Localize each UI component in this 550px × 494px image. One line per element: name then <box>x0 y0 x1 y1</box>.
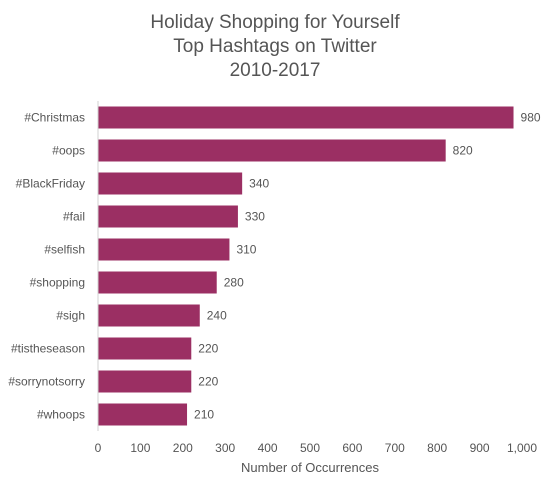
chart-title-line-2: Top Hashtags on Twitter <box>173 36 377 57</box>
x-tick-label: 500 <box>300 441 320 455</box>
bar-value-label: 210 <box>194 408 214 422</box>
x-tick-label: 0 <box>95 441 102 455</box>
bar <box>98 205 238 228</box>
bar <box>98 337 192 360</box>
bar <box>98 370 192 393</box>
bar <box>98 106 514 129</box>
bar <box>98 304 200 327</box>
bar-value-label: 220 <box>198 342 218 356</box>
bar <box>98 403 188 426</box>
x-tick-label: 600 <box>342 441 362 455</box>
bar <box>98 271 217 294</box>
bar-value-label: 240 <box>207 309 227 323</box>
category-label: #Christmas <box>24 111 85 125</box>
x-axis-title: Number of Occurrences <box>241 460 379 475</box>
category-label: #fail <box>63 210 85 224</box>
x-tick-label: 800 <box>427 441 447 455</box>
bars-group <box>98 106 514 426</box>
x-tick-label: 400 <box>258 441 278 455</box>
bar-value-label: 330 <box>245 210 265 224</box>
bar <box>98 139 446 162</box>
category-label: #BlackFriday <box>16 177 85 191</box>
category-label: #sigh <box>56 309 85 323</box>
category-label: #tistheseason <box>11 342 85 356</box>
chart-title-line-3: 2010-2017 <box>229 60 321 81</box>
chart-title-line-1: Holiday Shopping for Yourself <box>150 12 400 33</box>
x-tick-label: 1,000 <box>507 441 537 455</box>
bar-value-label: 340 <box>249 177 269 191</box>
x-tick-label: 900 <box>470 441 490 455</box>
x-tick-label: 700 <box>385 441 405 455</box>
category-label: #whoops <box>37 408 85 422</box>
x-tick-label: 100 <box>130 441 150 455</box>
category-label: #sorrynotsorry <box>8 375 85 389</box>
x-tick-label: 200 <box>173 441 193 455</box>
axes-group: 0 100 200 300 400 500 600 700 800 900 1,000 <box>95 101 537 455</box>
category-label: #shopping <box>30 276 85 290</box>
bar-value-label: 980 <box>521 111 541 125</box>
category-label: #selfish <box>44 243 85 257</box>
bar-value-label: 310 <box>236 243 256 257</box>
bar-value-label: 280 <box>224 276 244 290</box>
bar-value-label: 820 <box>453 144 473 158</box>
bar-value-label: 220 <box>198 375 218 389</box>
x-tick-label: 300 <box>215 441 235 455</box>
labels-group: #Christmas 980 #oops 820 #BlackFriday 340 #fai… <box>8 111 541 422</box>
bar <box>98 172 243 195</box>
bar <box>98 238 230 261</box>
category-label: #oops <box>52 144 85 158</box>
